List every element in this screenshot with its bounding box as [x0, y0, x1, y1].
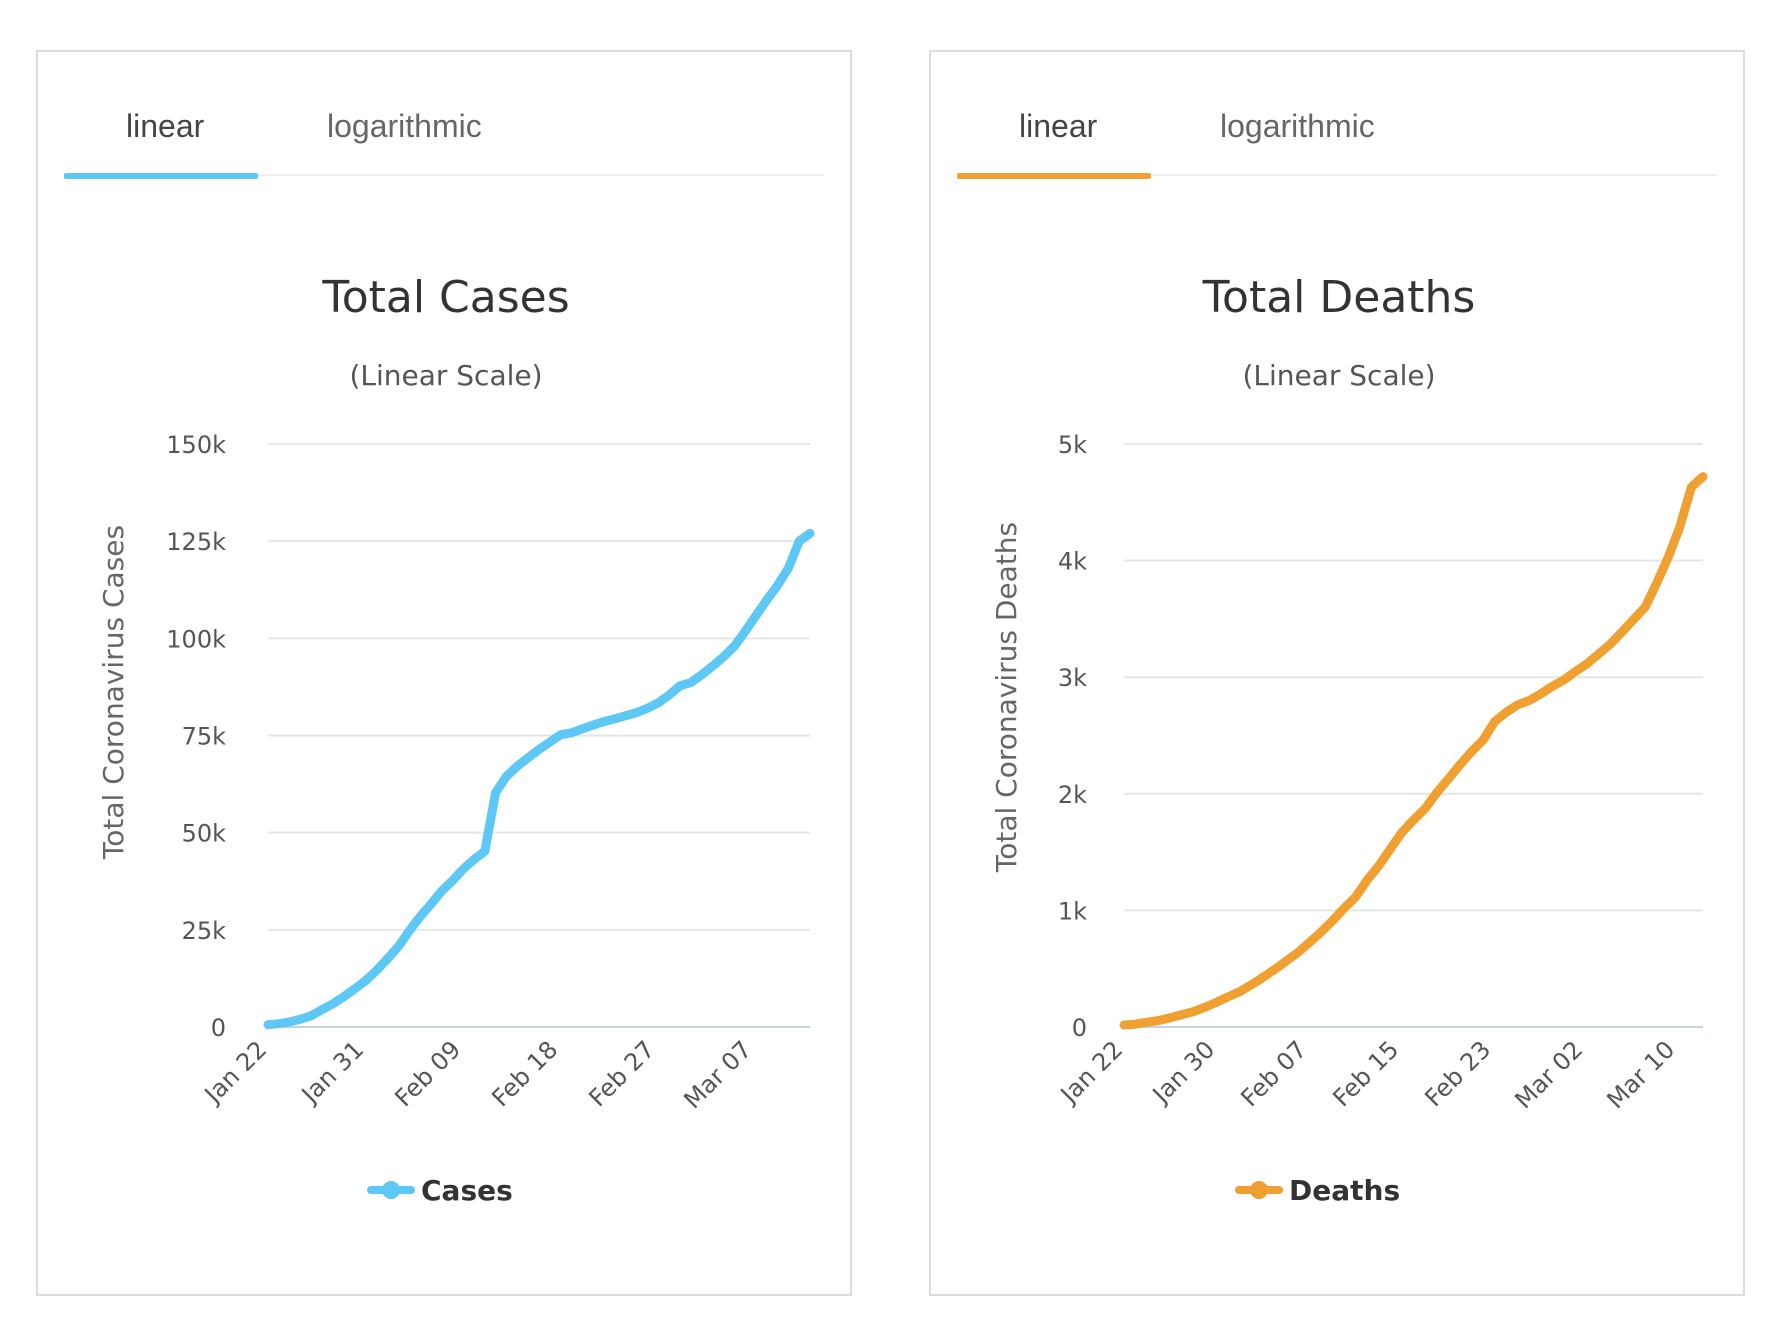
x-tick-label: Feb 18: [486, 1035, 563, 1112]
deaths-chart-panel: linear logarithmic Total Deaths (Linear …: [929, 50, 1745, 1296]
legend-label: Cases: [421, 1174, 513, 1207]
x-tick-label: Feb 23: [1419, 1035, 1496, 1112]
chart-subtitle: (Linear Scale): [1242, 359, 1435, 392]
active-tab-indicator: [64, 173, 258, 179]
series-line-deaths[interactable]: [1119, 472, 1708, 1030]
y-tick-label: 150k: [166, 431, 226, 459]
tab-linear[interactable]: linear: [126, 108, 205, 144]
y-tick-label: 5k: [1058, 431, 1087, 459]
legend-marker: [1250, 1181, 1268, 1199]
tab-divider: [957, 174, 1717, 176]
tab-logarithmic[interactable]: logarithmic: [1220, 108, 1375, 144]
x-tick-label: Mar 02: [1509, 1035, 1588, 1114]
y-axis-label: Total Coronavirus Deaths: [990, 522, 1023, 873]
chart-title: Total Deaths: [1202, 272, 1476, 323]
scale-tabs: linear logarithmic: [931, 52, 1743, 182]
cases-line-chart: Total Cases (Linear Scale) Total Coronav…: [97, 272, 815, 1207]
y-axis-label: Total Coronavirus Cases: [97, 525, 130, 860]
cases-chart-panel: linear logarithmic Total Cases (Linear S…: [36, 50, 852, 1296]
y-tick-label: 4k: [1058, 548, 1087, 576]
y-tick-label: 2k: [1058, 781, 1087, 809]
y-tick-label: 125k: [166, 528, 226, 556]
x-tick-label: Feb 09: [389, 1035, 466, 1112]
x-tick-label: Jan 22: [198, 1035, 272, 1109]
legend-label: Deaths: [1289, 1174, 1400, 1207]
x-tick-label: Jan 30: [1146, 1035, 1220, 1109]
deaths-line-chart: Total Deaths (Linear Scale) Total Corona…: [990, 272, 1708, 1207]
y-tick-label: 3k: [1058, 664, 1087, 692]
x-tick-label: Mar 10: [1601, 1035, 1680, 1114]
tab-logarithmic[interactable]: logarithmic: [327, 108, 482, 144]
y-tick-label: 50k: [182, 820, 227, 848]
y-tick-label: 1k: [1058, 897, 1087, 925]
legend-marker: [382, 1181, 400, 1199]
y-tick-label: 0: [211, 1014, 226, 1042]
legend-item-deaths[interactable]: Deaths: [1235, 1174, 1400, 1207]
x-tick-label: Jan 31: [295, 1035, 369, 1109]
y-tick-label: 25k: [182, 917, 227, 945]
chart-title: Total Cases: [321, 272, 569, 323]
x-tick-label: Mar 07: [678, 1035, 757, 1114]
x-tick-label: Feb 15: [1327, 1035, 1404, 1112]
legend-item-cases[interactable]: Cases: [367, 1174, 513, 1207]
x-tick-label: Feb 27: [583, 1035, 660, 1112]
y-tick-label: 100k: [166, 625, 226, 653]
tab-linear[interactable]: linear: [1019, 108, 1098, 144]
y-tick-label: 75k: [182, 723, 227, 751]
tab-divider: [64, 174, 824, 176]
chart-subtitle: (Linear Scale): [349, 359, 542, 392]
active-tab-indicator: [957, 173, 1151, 179]
x-tick-label: Feb 07: [1235, 1035, 1312, 1112]
x-tick-label: Jan 22: [1054, 1035, 1128, 1109]
series-line-cases[interactable]: [263, 528, 815, 1030]
scale-tabs: linear logarithmic: [38, 52, 850, 182]
y-tick-label: 0: [1072, 1014, 1087, 1042]
